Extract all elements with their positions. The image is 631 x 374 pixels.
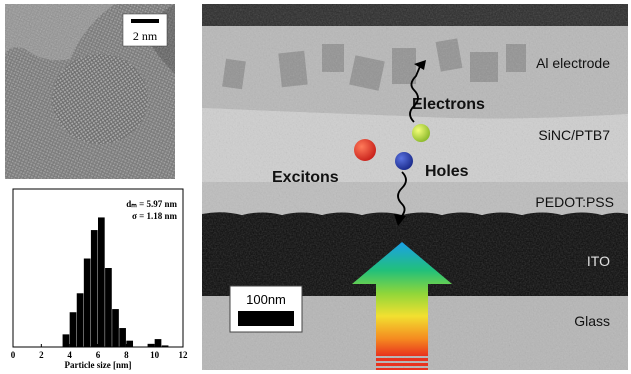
cs-scale-label: 100nm bbox=[246, 292, 286, 307]
histogram-bar bbox=[154, 339, 162, 347]
electron-arrowhead-icon bbox=[414, 60, 426, 70]
histogram-x-tick-label: 8 bbox=[124, 350, 129, 360]
histogram-bar bbox=[62, 334, 70, 347]
electron-path-arrow bbox=[409, 63, 422, 123]
hole-path-arrow bbox=[397, 171, 407, 219]
label-pedot-pss: PEDOT:PSS bbox=[535, 194, 614, 210]
label-holes: Holes bbox=[425, 163, 469, 180]
label-ito: ITO bbox=[587, 253, 610, 269]
histogram-bar bbox=[90, 230, 98, 347]
histogram-bar bbox=[119, 328, 126, 347]
histogram-mean-label: dₘ = 5.97 nm bbox=[126, 199, 177, 209]
incident-light-arrow-icon bbox=[352, 242, 452, 356]
cross-section-graphic: Al electrode SiNC/PTB7 PEDOT:PSS ITO Gla… bbox=[202, 4, 628, 370]
tem-image: 2 nm bbox=[5, 4, 175, 179]
histogram-bar bbox=[69, 312, 77, 347]
histogram-x-tick-label: 4 bbox=[67, 350, 72, 360]
exciton-dot bbox=[354, 139, 376, 161]
histogram-bar bbox=[83, 258, 91, 347]
label-electrons: Electrons bbox=[412, 96, 485, 113]
label-sinc-ptb7: SiNC/PTB7 bbox=[538, 127, 610, 143]
cs-scale-bar bbox=[238, 311, 294, 326]
device-cross-section: Al electrode SiNC/PTB7 PEDOT:PSS ITO Gla… bbox=[202, 4, 628, 370]
histogram-bar bbox=[147, 343, 155, 347]
label-excitons: Excitons bbox=[272, 169, 339, 186]
histogram-bar bbox=[161, 345, 169, 347]
histogram-x-tick-label: 12 bbox=[179, 350, 189, 360]
particle-size-histogram: dₘ = 5.97 nm σ = 1.18 nm 0 2 4 6 8 10 12 Parti… bbox=[5, 187, 195, 370]
histogram-x-tick-label: 0 bbox=[11, 350, 16, 360]
tem-scale-label: 2 nm bbox=[133, 29, 158, 43]
tem-scale-bar bbox=[131, 19, 159, 23]
label-al-electrode: Al electrode bbox=[536, 55, 610, 71]
histogram-x-axis-label: Particle size [nm] bbox=[65, 360, 132, 370]
label-glass: Glass bbox=[574, 313, 610, 329]
hole-dot bbox=[395, 152, 413, 170]
histogram-bar bbox=[112, 309, 119, 347]
histogram-bar bbox=[126, 340, 134, 347]
histogram-x-tick-label: 2 bbox=[39, 350, 44, 360]
tem-lattice-graphic: 2 nm bbox=[5, 4, 175, 179]
histogram-sigma-label: σ = 1.18 nm bbox=[132, 211, 178, 221]
histogram-bar bbox=[98, 217, 105, 347]
histogram-bar bbox=[76, 293, 84, 347]
electron-dot bbox=[412, 124, 430, 142]
histogram-bar bbox=[105, 268, 112, 347]
light-source-stripes bbox=[376, 358, 428, 370]
histogram-chart: dₘ = 5.97 nm σ = 1.18 nm 0 2 4 6 8 10 12 Parti… bbox=[11, 188, 189, 370]
histogram-x-tick-label: 6 bbox=[96, 350, 101, 360]
histogram-x-tick-label: 10 bbox=[150, 350, 160, 360]
hole-arrowhead-icon bbox=[394, 214, 406, 226]
